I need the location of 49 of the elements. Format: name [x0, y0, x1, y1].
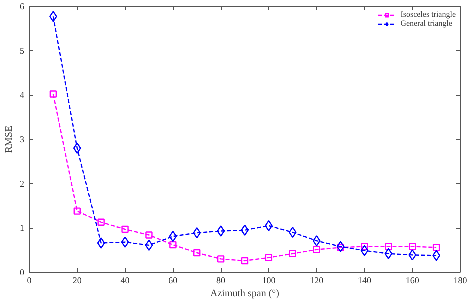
point — [146, 232, 153, 239]
y-tick-label: 4 — [20, 90, 25, 100]
point — [409, 243, 416, 250]
y-tick-label: 2 — [20, 178, 24, 189]
point — [169, 230, 178, 242]
x-tick-label: 80 — [216, 276, 226, 286]
legend-label: Isosceles triangle — [400, 10, 456, 19]
point — [313, 246, 320, 254]
point — [288, 227, 297, 238]
x-tick-label: 160 — [406, 276, 420, 286]
point — [408, 250, 417, 261]
x-tick-label: 0 — [27, 276, 32, 286]
point — [241, 257, 249, 265]
point — [73, 142, 82, 154]
point — [217, 256, 225, 263]
point — [385, 243, 392, 250]
point — [74, 208, 81, 215]
point — [121, 236, 130, 248]
y-axis-title: RMSE — [4, 126, 15, 154]
point — [145, 240, 154, 252]
x-tick-label: 180 — [454, 276, 468, 286]
point — [360, 245, 369, 256]
x-tick-label: 60 — [168, 276, 178, 286]
point — [97, 238, 106, 249]
point — [50, 90, 58, 98]
y-tick-label: 5 — [20, 46, 25, 56]
point — [289, 250, 296, 258]
y-tick-label: 1 — [20, 223, 24, 234]
point — [432, 244, 440, 252]
point — [265, 254, 273, 262]
x-tick-label: 20 — [72, 276, 82, 286]
point — [361, 243, 368, 250]
y-tick-label: 6 — [20, 2, 25, 12]
point — [336, 241, 345, 252]
x-tick-label: 100 — [262, 276, 276, 286]
point — [312, 235, 321, 247]
x-tick-label: 120 — [310, 276, 324, 286]
point — [384, 248, 393, 260]
x-tick-label: 40 — [120, 276, 130, 286]
y-tick-label: 0 — [20, 268, 25, 278]
point — [194, 249, 201, 257]
point — [170, 241, 177, 249]
point — [193, 227, 202, 239]
x-tick-label: 140 — [358, 276, 372, 286]
y-tick-label: 3 — [20, 134, 25, 144]
point — [98, 218, 105, 226]
legend-label: General triangle — [400, 19, 452, 28]
point — [122, 226, 129, 234]
x-axis-title: Azimuth span (°) — [210, 288, 280, 300]
